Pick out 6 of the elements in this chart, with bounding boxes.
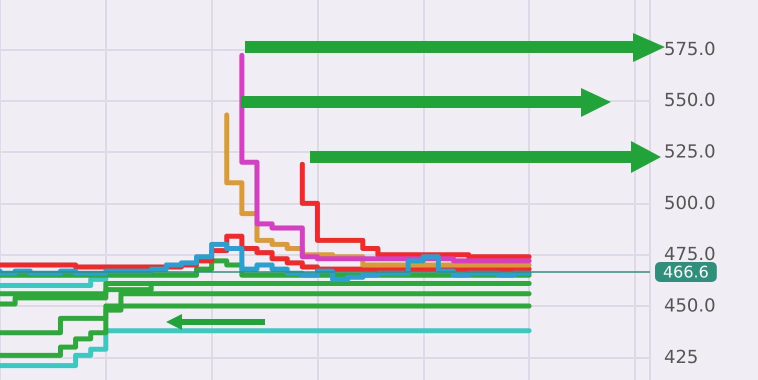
y-tick-label: 525.0 [664, 142, 716, 162]
y-tick-label: 450.0 [664, 296, 716, 317]
y-tick-label: 575.0 [664, 38, 716, 60]
y-tick-label: 425 [664, 346, 698, 368]
y-tick-label: 500.0 [664, 192, 716, 214]
y-tick-label: 550.0 [664, 90, 716, 112]
